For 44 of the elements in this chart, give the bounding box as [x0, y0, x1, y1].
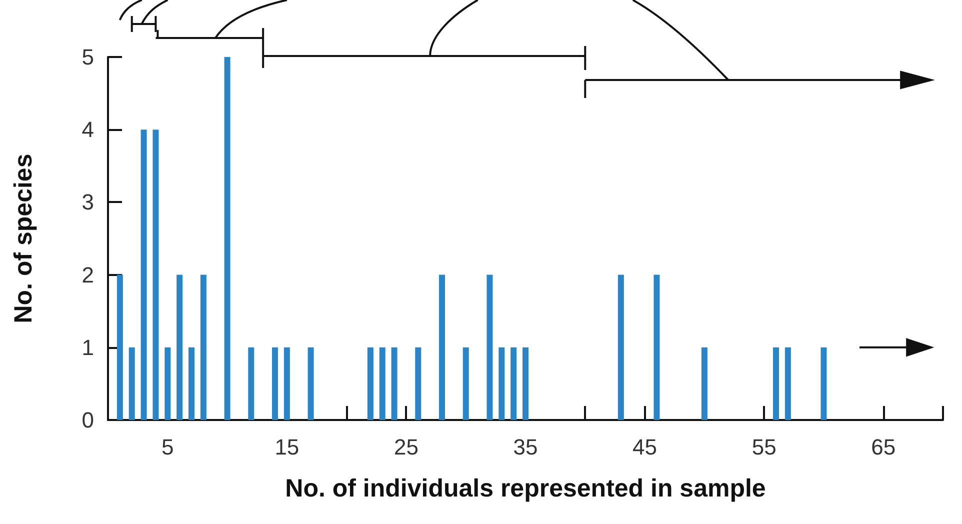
- x-tick-label: 25: [394, 434, 418, 460]
- bar: [367, 347, 374, 420]
- x-tick-label: 5: [162, 434, 174, 460]
- bar: [379, 347, 386, 420]
- bar: [486, 274, 493, 420]
- bar: [462, 347, 469, 420]
- x-tick-label: 45: [632, 434, 658, 460]
- bar: [272, 347, 278, 420]
- bar: [152, 130, 159, 420]
- x-tick-label: 15: [274, 434, 300, 460]
- bar: [415, 347, 422, 420]
- bar: [128, 347, 135, 420]
- bar: [391, 347, 398, 420]
- bar: [701, 347, 708, 420]
- bar: [439, 274, 445, 420]
- bar: [164, 347, 171, 420]
- bar: [498, 347, 505, 420]
- bar: [248, 347, 254, 420]
- y-tick-label: 3: [82, 190, 94, 215]
- bar: [654, 274, 660, 420]
- bar: [140, 130, 147, 420]
- y-tick-label: 2: [82, 262, 94, 288]
- bar: [522, 347, 528, 420]
- x-tick-label: 35: [513, 434, 538, 460]
- bar: [188, 347, 194, 420]
- bar: [820, 347, 827, 420]
- bar: [200, 274, 206, 420]
- x-axis-title: No. of individuals represented in sample: [285, 474, 766, 502]
- bar: [618, 274, 624, 420]
- bar: [224, 57, 230, 420]
- y-tick-label: 1: [82, 334, 94, 360]
- y-tick-label: 0: [82, 408, 94, 432]
- bar: [784, 347, 791, 420]
- y-tick-label: 4: [82, 117, 94, 142]
- y-axis-title: No. of species: [10, 154, 38, 324]
- bar: [773, 347, 779, 420]
- bar: [176, 274, 183, 420]
- bar: [510, 347, 517, 420]
- y-tick-label: 5: [82, 44, 94, 70]
- bar: [308, 347, 314, 420]
- x-tick-label: 55: [752, 434, 776, 460]
- bar: [284, 347, 290, 420]
- x-tick-label: 65: [871, 434, 896, 460]
- bar: [116, 274, 123, 420]
